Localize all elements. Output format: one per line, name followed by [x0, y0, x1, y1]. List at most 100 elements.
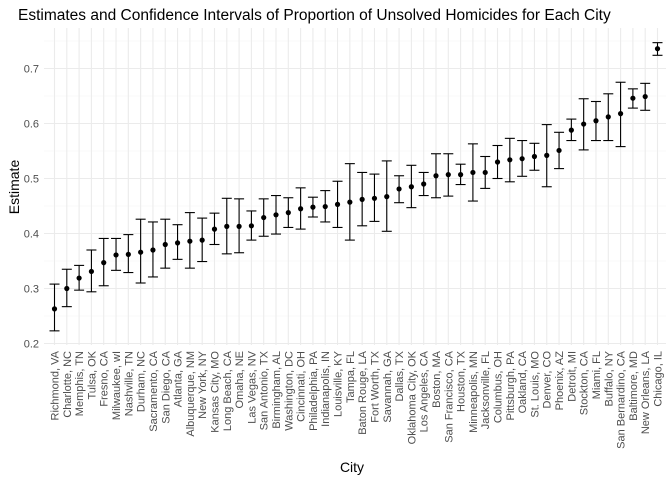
x-tick-label: Louisville, KY [333, 350, 345, 417]
x-tick-label: Long Beach, CA [222, 350, 234, 431]
x-tick-label: Omaha, NE [234, 351, 246, 408]
x-tick-label: Memphis, TN [74, 351, 86, 416]
x-tick-label: Tulsa, OK [86, 350, 98, 399]
x-tick-label: New Orleans, LA [640, 350, 652, 434]
y-tick-label: 0.5 [24, 174, 39, 186]
estimate-point [273, 212, 279, 218]
estimate-point [371, 195, 378, 201]
x-tick-label: Atlanta, GA [173, 350, 185, 407]
estimate-point [187, 238, 193, 244]
estimate-point [445, 172, 451, 178]
x-tick-label: Phoenix, AZ [554, 351, 566, 411]
y-tick-label: 0.7 [24, 64, 39, 76]
x-tick-label: Sacramento, CA [148, 350, 160, 431]
x-tick-label: Dallas, TX [394, 350, 406, 401]
y-tick-label: 0.4 [24, 229, 39, 241]
estimate-point [568, 127, 574, 133]
estimate-point [384, 194, 390, 200]
x-tick-label: Stockton, CA [579, 350, 591, 415]
x-axis-title: City [340, 459, 364, 475]
estimate-points [51, 46, 661, 312]
estimate-point [470, 169, 476, 176]
grid-lines [44, 28, 666, 345]
estimate-point [199, 237, 205, 243]
estimate-point [285, 210, 291, 216]
estimate-point [556, 147, 562, 154]
estimate-point [76, 275, 82, 281]
x-tick-label: St. Louis, MO [529, 351, 541, 418]
x-tick-label: Fort Worth, TX [369, 350, 381, 422]
estimate-point [396, 186, 402, 192]
x-tick-label: Durham, NC [136, 351, 148, 412]
estimate-point [359, 196, 365, 202]
y-tick-label: 0.6 [24, 119, 39, 131]
y-axis-title: Estimate [6, 160, 22, 215]
x-tick-label: Columbus, OH [493, 351, 505, 423]
chart-title: Estimates and Confidence Intervals of Pr… [18, 7, 611, 24]
x-tick-label: Miami, FL [591, 351, 603, 399]
estimate-point [433, 173, 439, 179]
estimate-point [310, 204, 316, 210]
x-tick-label: Fresno, CA [99, 350, 111, 406]
x-tick-label: Richmond, VA [50, 350, 62, 420]
x-tick-label: New York, NY [197, 350, 209, 419]
estimate-point [507, 157, 513, 163]
error-bars [49, 42, 663, 332]
x-tick-label: Detroit, MI [566, 351, 578, 402]
x-tick-label: San Antonio, TX [259, 350, 271, 430]
x-tick-label: Baton Rouge, LA [357, 350, 369, 434]
estimate-point [531, 153, 538, 160]
estimate-point [248, 223, 254, 229]
x-tick-label: Oakland, CA [517, 350, 529, 413]
estimate-point [519, 156, 525, 162]
estimate-point [298, 206, 304, 212]
estimate-point [347, 199, 353, 205]
estimate-point [174, 240, 181, 246]
x-tick-label: Cincinnati, OH [296, 351, 308, 422]
estimate-point [581, 121, 587, 127]
estimate-point [642, 93, 648, 100]
estimate-point [482, 169, 488, 176]
x-tick-label: San Francisco, CA [443, 350, 455, 442]
estimate-point [322, 203, 328, 210]
estimate-point [654, 46, 661, 52]
estimate-point [593, 118, 599, 124]
x-tick-label: Minneapolis, MN [468, 351, 480, 433]
x-tick-label: San Diego, CA [160, 350, 172, 423]
estimate-point [617, 111, 624, 117]
estimate-point [125, 251, 131, 257]
x-tick-label: Baltimore, MD [628, 351, 640, 421]
y-tick-label: 0.3 [24, 284, 39, 296]
x-tick-label: Nashville, TN [123, 351, 135, 416]
x-tick-label: Jacksonville, FL [480, 351, 492, 429]
x-tick-label: Albuquerque, NM [185, 351, 197, 437]
x-tick-label: Pittsburgh, PA [505, 350, 517, 420]
x-tick-labels: Richmond, VA Charlotte, NC Memphis, TN Tuls… [50, 350, 665, 449]
estimate-point [162, 241, 168, 248]
y-tick-label: 0.2 [24, 339, 39, 351]
x-tick-label: Savannah, GA [382, 350, 394, 422]
estimate-point [334, 201, 341, 207]
x-tick-label: Oklahoma City, OK [406, 350, 418, 444]
estimate-point [544, 152, 550, 158]
x-tick-label: Las Vegas, NV [246, 350, 258, 423]
x-tick-label: Birmingham, AL [271, 351, 283, 429]
estimate-point [605, 114, 611, 120]
y-tick-labels: 0.2 0.3 0.4 0.5 0.6 0.7 [24, 64, 39, 351]
x-tick-label: Milwaukee, wI [111, 351, 123, 420]
estimate-point [64, 285, 70, 292]
x-tick-label: Tampa, FL [345, 351, 357, 403]
estimate-point [211, 226, 218, 232]
estimate-point [261, 214, 267, 221]
x-tick-label: Houston, TX [456, 350, 468, 412]
estimate-point [224, 223, 230, 229]
x-tick-label: Boston, MA [431, 350, 443, 408]
x-tick-label: Washington, DC [283, 351, 295, 431]
estimate-point [494, 159, 501, 165]
x-tick-label: Buffalo, NY [603, 350, 615, 406]
estimate-point [88, 268, 95, 275]
estimate-point [630, 95, 636, 101]
x-tick-label: Indianapolis, IN [320, 351, 332, 427]
